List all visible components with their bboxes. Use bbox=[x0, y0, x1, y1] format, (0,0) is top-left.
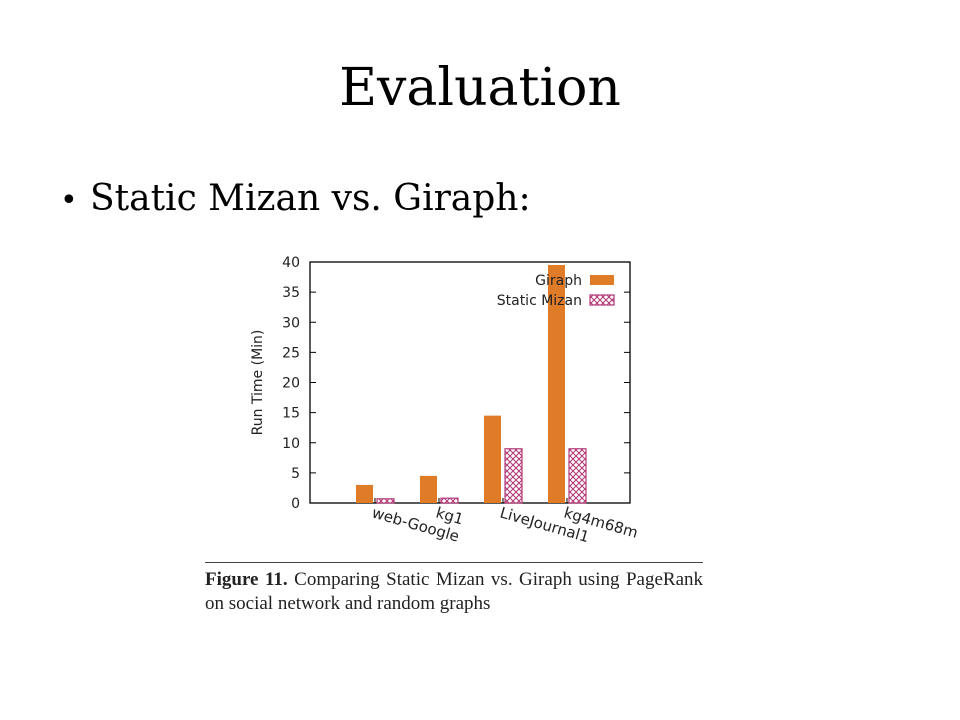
bar-static-mizan bbox=[376, 498, 395, 504]
legend-label: Static Mizan bbox=[497, 293, 582, 309]
slide-title: Evaluation bbox=[339, 58, 621, 118]
bar-static-mizan bbox=[504, 448, 523, 504]
bar-chart: 0 5 10 15 20 25 30 35 40 Run Time (Min) web-Google… bbox=[240, 246, 670, 556]
bar-giraph bbox=[484, 415, 501, 503]
y-tick-label: 25 bbox=[282, 345, 300, 361]
bar-giraph bbox=[420, 475, 437, 503]
y-tick-label: 15 bbox=[282, 406, 300, 422]
y-tick-label: 5 bbox=[291, 466, 300, 482]
caption-text: Comparing Static Mizan vs. Giraph using … bbox=[205, 569, 704, 614]
y-axis-label: Run Time (Min) bbox=[250, 330, 266, 436]
bullet-text: Static Mizan vs. Giraph: bbox=[90, 178, 531, 219]
y-tick-label: 40 bbox=[282, 255, 300, 271]
y-tick-label: 10 bbox=[282, 436, 300, 452]
bar-static-mizan bbox=[568, 448, 587, 504]
legend-label: Giraph bbox=[535, 273, 582, 289]
bullet-item: • Static Mizan vs. Giraph: bbox=[60, 178, 531, 219]
caption-rule bbox=[205, 562, 703, 563]
caption-label: Figure 11. bbox=[205, 569, 288, 590]
bar-static-mizan bbox=[440, 497, 459, 504]
y-tick-label: 0 bbox=[291, 496, 300, 512]
y-tick-label: 35 bbox=[282, 285, 300, 301]
figure-caption: Figure 11. Comparing Static Mizan vs. Gi… bbox=[205, 568, 703, 616]
bullet-dot-icon: • bbox=[60, 183, 78, 218]
bar-giraph bbox=[356, 484, 373, 503]
bar-giraph bbox=[548, 265, 565, 503]
y-tick-label: 30 bbox=[282, 315, 300, 331]
legend-swatch bbox=[589, 294, 615, 306]
y-tick-label: 20 bbox=[282, 376, 300, 392]
legend-swatch bbox=[590, 275, 614, 285]
